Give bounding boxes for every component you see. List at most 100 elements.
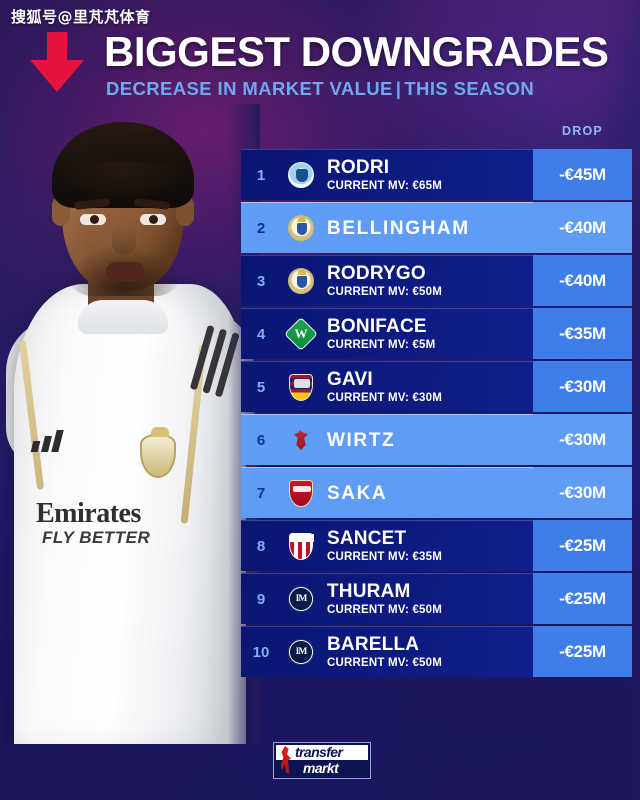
photo-nose	[112, 224, 136, 254]
subtitle-separator: |	[395, 78, 402, 99]
row-names: SANCET CURRENT MV: €35M	[321, 528, 533, 564]
subtitle-right: THIS SEASON	[404, 78, 535, 99]
row-main: 2 BELLINGHAM	[241, 202, 533, 253]
row-main: 1 RODRI CURRENT MV: €65M	[241, 149, 533, 200]
row-names: BONIFACE CURRENT MV: €5M	[321, 316, 533, 352]
row-names: THURAM CURRENT MV: €50M	[321, 581, 533, 617]
player-name: BARELLA	[327, 634, 420, 655]
row-names: BELLINGHAM	[321, 218, 533, 239]
photo-pupil-right	[149, 215, 158, 224]
logo-bottom-band: markt	[276, 760, 368, 776]
drop-column-header: DROP	[562, 124, 603, 138]
table-row[interactable]: 3 RODRYGO CURRENT MV: €50M -€40M	[241, 255, 632, 306]
athletic-bilbao-badge-icon	[289, 532, 314, 560]
row-rank: 6	[256, 431, 266, 449]
barcelona-badge-icon	[289, 373, 313, 401]
current-market-value: CURRENT MV: €50M	[327, 604, 443, 616]
header: BIGGEST DOWNGRADES DECREASE IN MARKET VA…	[0, 28, 640, 106]
transfermarkt-logo: transfer markt	[273, 742, 371, 779]
row-main: 6 WIRTZ	[241, 414, 533, 465]
row-rank: 7	[256, 484, 266, 502]
site-watermark: 搜狐号@里芃芃体育	[11, 8, 151, 26]
club-badge-inter-milan	[281, 586, 321, 612]
club-badge-manchester-city	[281, 162, 321, 188]
photo-mouth	[106, 262, 144, 281]
table-row[interactable]: 7 SAKA -€30M	[241, 467, 632, 518]
row-main: 4 BONIFACE CURRENT MV: €5M	[241, 308, 533, 359]
subtitle-left: DECREASE IN MARKET VALUE	[106, 78, 393, 99]
real-madrid-badge-icon	[288, 268, 314, 294]
player-name: THURAM	[327, 581, 411, 602]
current-market-value: CURRENT MV: €30M	[327, 392, 443, 404]
drop-value: -€45M	[533, 149, 632, 200]
row-main: 7 SAKA	[241, 467, 533, 518]
kit-sponsor-text: Emirates	[36, 498, 141, 529]
row-names: RODRYGO CURRENT MV: €50M	[321, 263, 533, 299]
current-market-value: CURRENT MV: €65M	[327, 180, 443, 192]
photo-hair	[52, 122, 194, 208]
table-row[interactable]: 6 WIRTZ -€30M	[241, 414, 632, 465]
row-names: RODRI CURRENT MV: €65M	[321, 157, 533, 193]
drop-value: -€35M	[533, 308, 632, 359]
row-rank: 10	[252, 643, 270, 661]
table-row[interactable]: 2 BELLINGHAM -€40M	[241, 202, 632, 253]
club-badge-real-madrid	[281, 215, 321, 241]
page-title: BIGGEST DOWNGRADES	[104, 28, 609, 75]
row-rank: 2	[256, 219, 266, 237]
player-name: WIRTZ	[327, 429, 396, 451]
current-market-value: CURRENT MV: €5M	[327, 339, 436, 351]
drop-value: -€25M	[533, 520, 632, 571]
photo-jersey	[14, 284, 246, 744]
player-name: RODRYGO	[327, 263, 426, 284]
row-names: WIRTZ	[321, 430, 533, 451]
club-badge-real-madrid	[281, 268, 321, 294]
player-name: SANCET	[327, 528, 407, 549]
current-market-value: CURRENT MV: €50M	[327, 286, 443, 298]
logo-text-markt: markt	[303, 760, 339, 776]
club-badge-arsenal	[281, 479, 321, 507]
real-madrid-badge-icon	[288, 215, 314, 241]
current-market-value: CURRENT MV: €50M	[327, 657, 443, 669]
row-main: 5 GAVI CURRENT MV: €30M	[241, 361, 533, 412]
table-row[interactable]: 4 BONIFACE CURRENT MV: €5M -€35M	[241, 308, 632, 359]
row-rank: 9	[256, 590, 266, 608]
row-names: SAKA	[321, 483, 533, 504]
club-badge-athletic-bilbao	[281, 532, 321, 560]
transfermarkt-figure-icon	[280, 746, 292, 774]
club-badge-inter-milan	[281, 639, 321, 665]
table-row[interactable]: 8 SANCET CURRENT MV: €35M -€25M	[241, 520, 632, 571]
player-photo: Emirates FLY BETTER	[0, 104, 260, 744]
current-market-value: CURRENT MV: €35M	[327, 551, 443, 563]
club-badge-werder-bremen	[281, 317, 321, 351]
row-main: 8 SANCET CURRENT MV: €35M	[241, 520, 533, 571]
row-rank: 1	[256, 166, 266, 184]
liverpool-badge-icon	[288, 427, 314, 453]
page-subtitle: DECREASE IN MARKET VALUE | THIS SEASON	[106, 78, 534, 100]
drop-value: -€40M	[533, 255, 632, 306]
manchester-city-badge-icon	[288, 162, 314, 188]
club-badge-liverpool	[281, 427, 321, 453]
drop-value: -€40M	[533, 202, 632, 253]
row-main: 10 BARELLA CURRENT MV: €50M	[241, 626, 533, 677]
arsenal-badge-icon	[289, 479, 313, 507]
real-madrid-crest-icon	[140, 427, 176, 478]
table-row[interactable]: 5 GAVI CURRENT MV: €30M -€30M	[241, 361, 632, 412]
drop-value: -€25M	[533, 573, 632, 624]
player-name: GAVI	[327, 369, 373, 390]
table-row[interactable]: 9 THURAM CURRENT MV: €50M -€25M	[241, 573, 632, 624]
row-rank: 3	[256, 272, 266, 290]
row-main: 3 RODRYGO CURRENT MV: €50M	[241, 255, 533, 306]
row-names: BARELLA CURRENT MV: €50M	[321, 634, 533, 670]
kit-tagline-text: FLY BETTER	[42, 528, 151, 547]
werder-bremen-badge-icon	[284, 317, 318, 351]
downgrades-table: 1 RODRI CURRENT MV: €65M -€45M 2 BELLINGHAM -€…	[241, 149, 632, 679]
table-row[interactable]: 10 BARELLA CURRENT MV: €50M -€25M	[241, 626, 632, 677]
table-row[interactable]: 1 RODRI CURRENT MV: €65M -€45M	[241, 149, 632, 200]
player-name: SAKA	[327, 482, 388, 504]
drop-value: -€30M	[533, 467, 632, 518]
player-name: RODRI	[327, 157, 390, 178]
row-main: 9 THURAM CURRENT MV: €50M	[241, 573, 533, 624]
drop-value: -€25M	[533, 626, 632, 677]
row-rank: 5	[256, 378, 266, 396]
drop-value: -€30M	[533, 414, 632, 465]
